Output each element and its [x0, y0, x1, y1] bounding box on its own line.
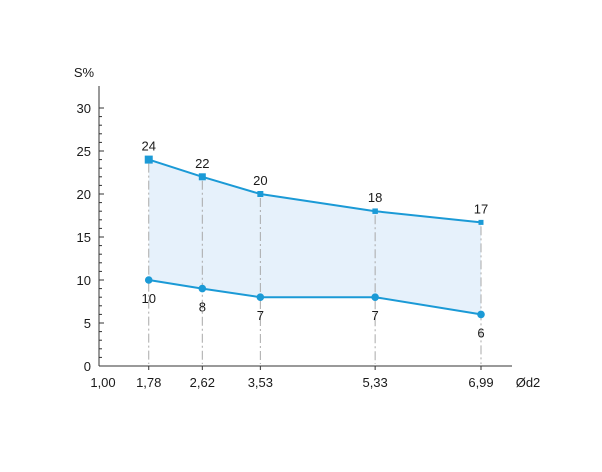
circle-marker	[198, 284, 207, 293]
guide-lines	[148, 163, 482, 364]
square-marker	[144, 155, 153, 164]
square-marker	[198, 173, 206, 181]
fill-between-series	[148, 159, 481, 315]
data-label-lower: 6	[477, 325, 484, 340]
square-marker	[372, 208, 378, 214]
x-tick-label: 3,53	[248, 375, 273, 390]
square-marker	[478, 219, 484, 225]
data-label-lower: 7	[372, 308, 379, 323]
labels: S% Ød2 1,00 24 22 20 18 17 10 8 7 7 6	[74, 65, 540, 390]
data-label-lower: 8	[199, 300, 206, 315]
x-tick-label: 6,99	[468, 375, 493, 390]
y-tick-label: 25	[77, 144, 91, 159]
circle-marker	[144, 276, 153, 284]
data-label-lower: 10	[142, 291, 156, 306]
y-tick-label: 5	[84, 316, 91, 331]
y-tick-label: 20	[77, 187, 91, 202]
y-tick-label: 30	[77, 101, 91, 116]
data-label-upper: 18	[368, 190, 382, 205]
data-label-upper: 22	[195, 156, 209, 171]
range-fill-area	[148, 159, 481, 315]
data-label-lower: 7	[257, 308, 264, 323]
x-tick-label: 5,33	[362, 375, 387, 390]
data-label-upper: 17	[474, 201, 488, 216]
x-tick-label: 2,62	[190, 375, 215, 390]
circle-marker	[371, 293, 379, 302]
x-axis-start-label: 1,00	[90, 375, 115, 390]
y-tick-label: 10	[77, 273, 91, 288]
y-tick-label: 15	[77, 230, 91, 245]
data-points	[144, 155, 485, 319]
tick-marks: 0 5 10 15 20 25 30 1,78 2,62 3,53 5,33 6,99	[77, 101, 494, 390]
y-tick-label: 0	[84, 359, 91, 374]
circle-marker	[477, 310, 485, 319]
data-label-upper: 24	[142, 139, 156, 154]
data-label-upper: 20	[253, 173, 267, 188]
x-axis-label: Ød2	[516, 375, 541, 390]
x-tick-label: 1,78	[136, 375, 161, 390]
axes	[98, 86, 512, 367]
square-marker	[257, 191, 264, 197]
circle-marker	[256, 293, 265, 302]
y-axis-label: S%	[74, 65, 95, 80]
